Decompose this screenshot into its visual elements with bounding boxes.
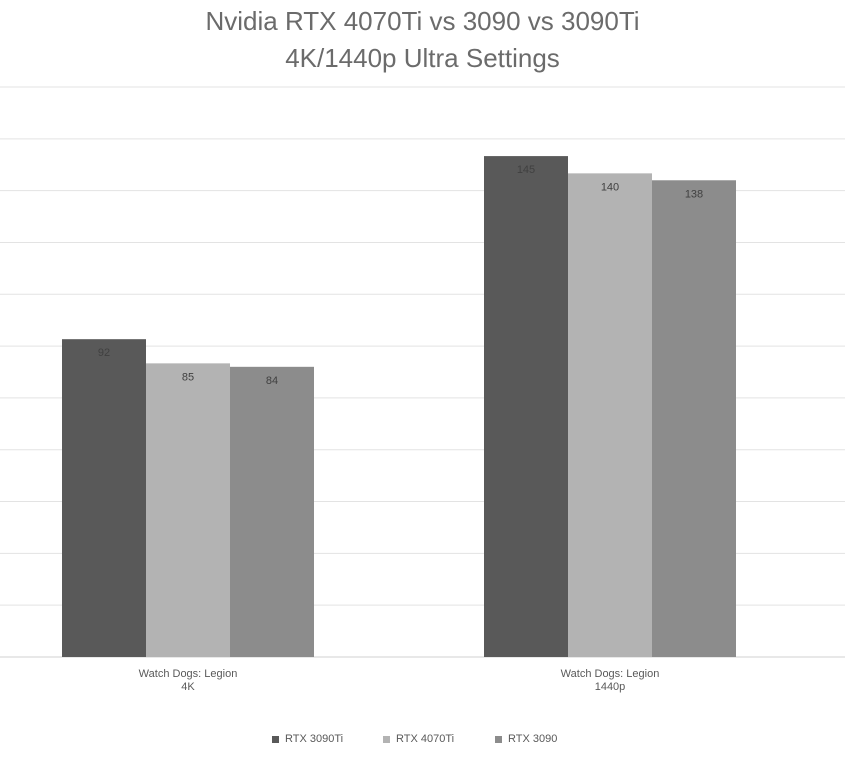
legend-item: RTX 3090Ti — [272, 733, 343, 745]
legend-swatch — [495, 735, 502, 743]
chart-legend: RTX 3090Ti RTX 4070Ti RTX 3090 — [0, 733, 845, 749]
legend-label: RTX 4070Ti — [396, 733, 455, 745]
data-label: 85 — [182, 371, 194, 383]
legend-item: RTX 4070Ti — [383, 733, 454, 745]
category-label: 1440p — [595, 681, 626, 693]
category-label: 4K — [181, 681, 195, 693]
data-label: 92 — [98, 347, 110, 359]
bar — [652, 180, 736, 658]
legend-item: RTX 3090 — [495, 733, 557, 745]
chart-subtitle: 4K/1440p Ultra Settings — [285, 43, 560, 73]
category-label: Watch Dogs: Legion — [561, 668, 660, 680]
bar — [484, 156, 568, 657]
bar — [568, 173, 652, 657]
chart-title: Nvidia RTX 4070Ti vs 3090 vs 3090Ti — [205, 6, 640, 36]
bar — [230, 366, 314, 657]
bar — [146, 363, 230, 657]
legend-label: RTX 3090 — [508, 733, 558, 745]
bar — [62, 339, 146, 657]
legend-swatch — [383, 735, 390, 743]
data-label: 140 — [601, 181, 619, 193]
category-label: Watch Dogs: Legion — [139, 668, 238, 680]
data-label: 84 — [266, 375, 278, 387]
legend-label: RTX 3090Ti — [285, 733, 344, 745]
data-label: 145 — [517, 164, 535, 176]
data-label: 138 — [685, 188, 703, 200]
legend-swatch — [272, 735, 279, 743]
